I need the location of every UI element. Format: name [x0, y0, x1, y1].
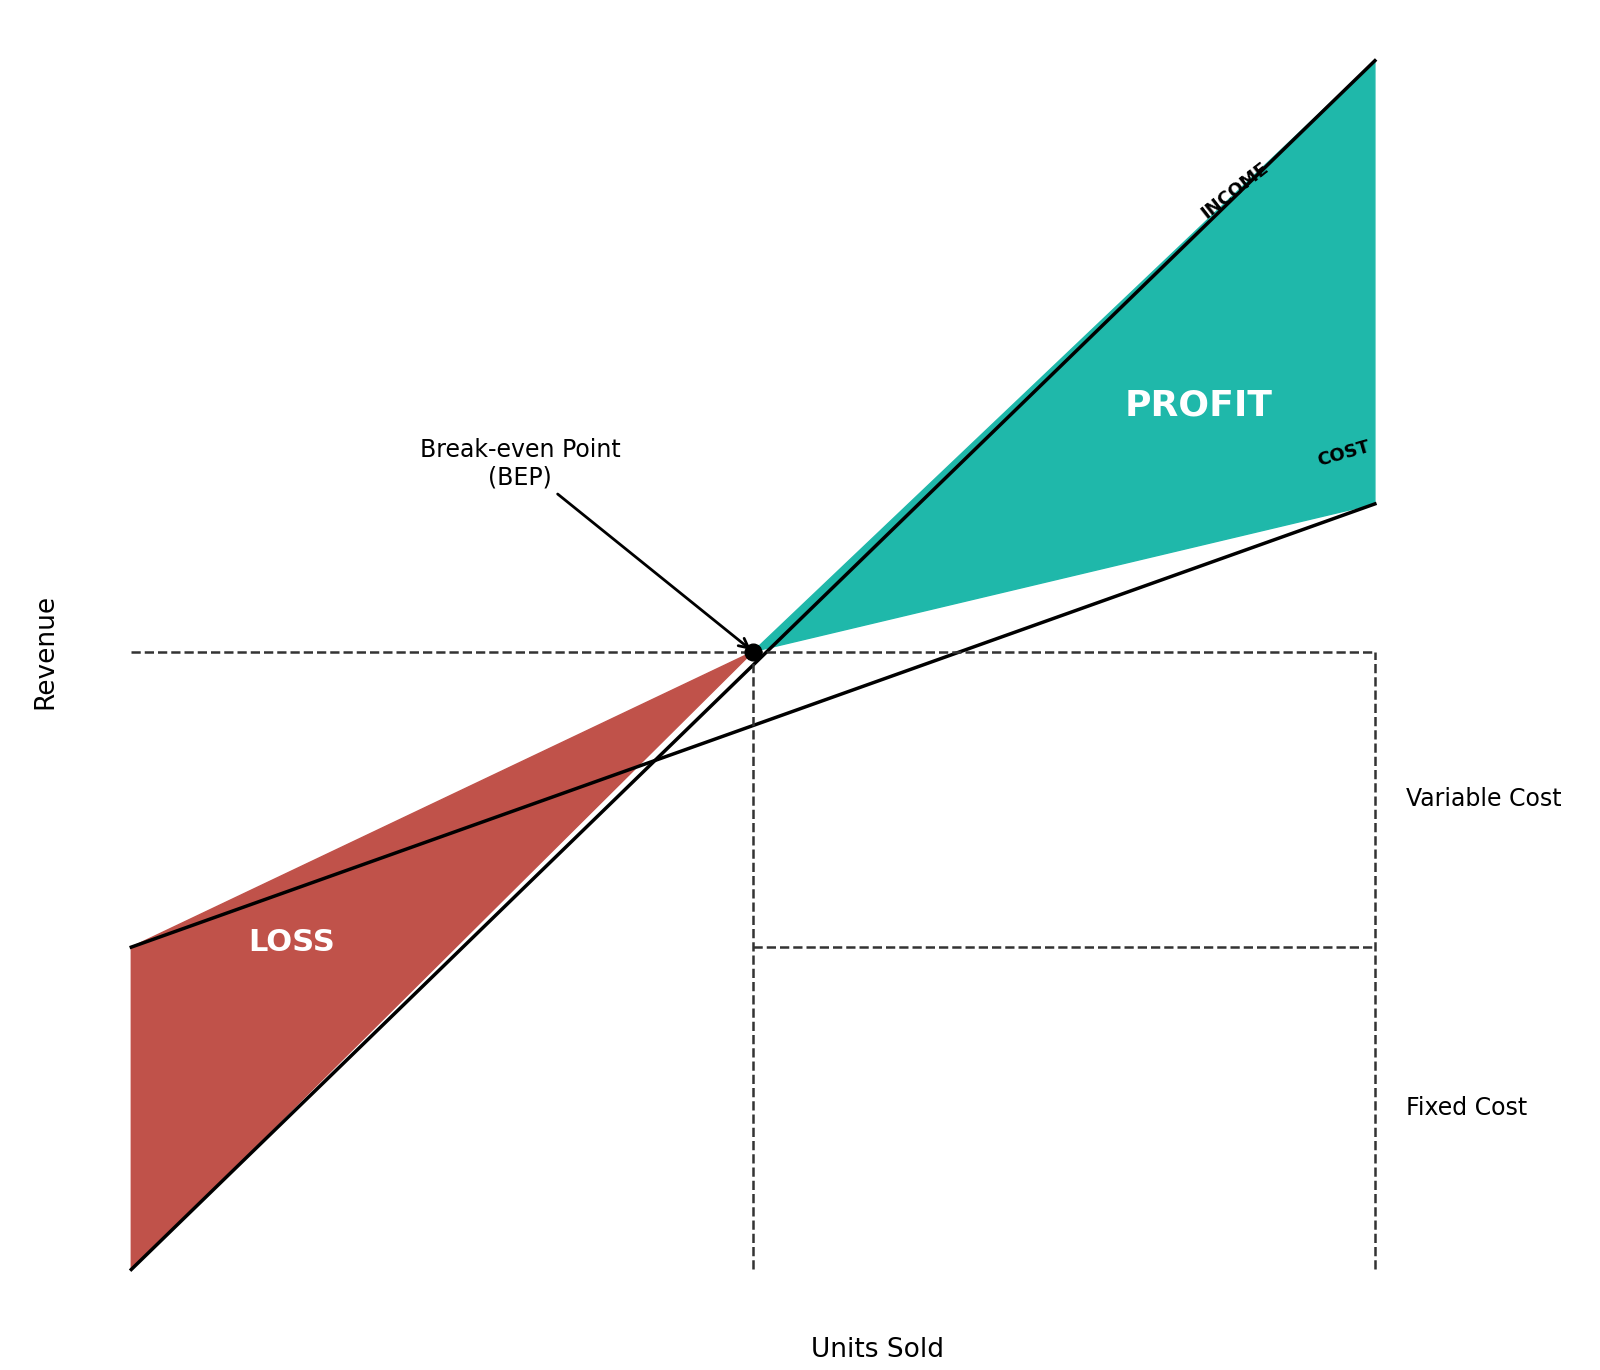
Text: Fixed Cost: Fixed Cost: [1406, 1096, 1528, 1121]
Text: PROFIT: PROFIT: [1125, 389, 1272, 422]
Text: LOSS: LOSS: [248, 927, 336, 958]
Polygon shape: [754, 60, 1374, 652]
Text: Units Sold: Units Sold: [811, 1337, 944, 1363]
Polygon shape: [131, 652, 754, 1270]
Text: Break-even Point
(BEP): Break-even Point (BEP): [419, 437, 749, 648]
Text: INCOME: INCOME: [1198, 159, 1272, 222]
Text: Variable Cost: Variable Cost: [1406, 788, 1562, 811]
Text: Revenue: Revenue: [34, 595, 59, 710]
Text: COST: COST: [1315, 438, 1373, 470]
